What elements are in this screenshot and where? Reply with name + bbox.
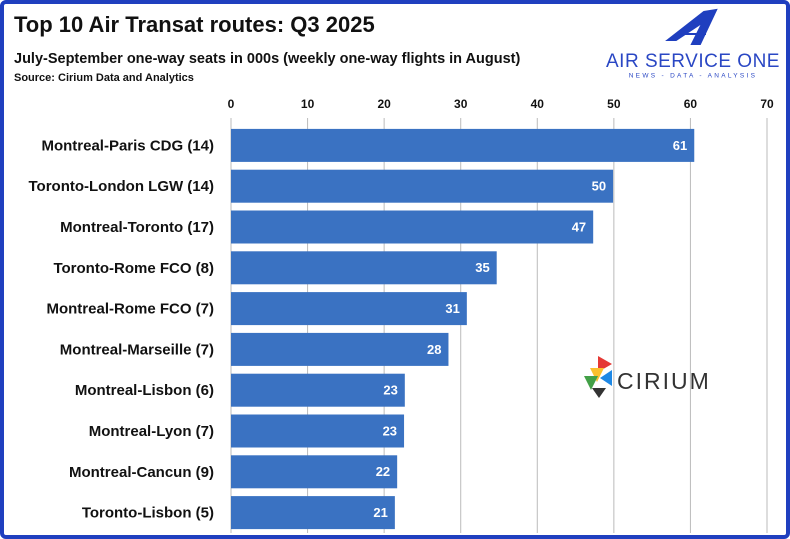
y-tick-label: Montreal-Toronto (17) — [60, 219, 214, 236]
logo-shape — [584, 376, 598, 390]
value-label: 22 — [376, 464, 390, 479]
value-label: 28 — [427, 342, 441, 357]
logo-shape — [590, 368, 604, 382]
y-tick-label: Montreal-Marseille (7) — [60, 341, 214, 358]
bar — [231, 128, 695, 162]
x-tick-label: 20 — [377, 97, 391, 111]
bar — [231, 210, 594, 244]
value-label: 35 — [475, 260, 489, 275]
bar — [231, 414, 405, 448]
value-label: 47 — [572, 219, 586, 234]
partner-logo: CIRIUM — [584, 356, 711, 398]
brand-tagline: NEWS - DATA - ANALYSIS — [629, 73, 758, 80]
bar — [231, 292, 467, 326]
x-tick-label: 0 — [228, 97, 235, 111]
value-label: 21 — [373, 505, 387, 520]
y-tick-label: Toronto-London LGW (14) — [28, 178, 214, 195]
brand-name: AIR SERVICE ONE — [606, 51, 780, 72]
x-tick-label: 40 — [531, 97, 545, 111]
value-label: 23 — [383, 383, 397, 398]
value-label: 50 — [592, 179, 606, 194]
y-tick-label: Montreal-Rome FCO (7) — [46, 301, 214, 318]
y-tick-label: Toronto-Lisbon (5) — [82, 505, 214, 522]
brand-icon — [665, 8, 718, 45]
value-label: 23 — [383, 423, 397, 438]
bar — [231, 373, 405, 407]
chart-source: Source: Cirium Data and Analytics — [14, 72, 194, 84]
x-tick-label: 50 — [607, 97, 621, 111]
x-tick-label: 30 — [454, 97, 468, 111]
partner-name: CIRIUM — [617, 368, 711, 394]
value-label: 61 — [673, 138, 687, 153]
y-tick-label: Montreal-Lyon (7) — [89, 423, 214, 440]
brand-logo: AIR SERVICE ONE NEWS - DATA - ANALYSIS — [606, 8, 780, 80]
bar — [231, 496, 395, 530]
value-label: 31 — [445, 301, 459, 316]
x-tick-label: 10 — [301, 97, 315, 111]
chart-subtitle: July-September one-way seats in 000s (we… — [14, 51, 520, 67]
y-tick-label: Montreal-Lisbon (6) — [75, 382, 214, 399]
bar — [231, 169, 614, 203]
x-tick-label: 60 — [684, 97, 698, 111]
bar — [231, 332, 449, 366]
y-tick-label: Montreal-Cancun (9) — [69, 464, 214, 481]
y-tick-label: Toronto-Rome FCO (8) — [53, 260, 214, 277]
y-tick-label: Montreal-Paris CDG (14) — [41, 137, 214, 154]
bar — [231, 251, 497, 285]
logo-shape — [592, 388, 606, 398]
x-tick-label: 70 — [760, 97, 774, 111]
logo-shape — [600, 370, 612, 386]
chart-title: Top 10 Air Transat routes: Q3 2025 — [14, 12, 375, 37]
bar — [231, 455, 398, 489]
